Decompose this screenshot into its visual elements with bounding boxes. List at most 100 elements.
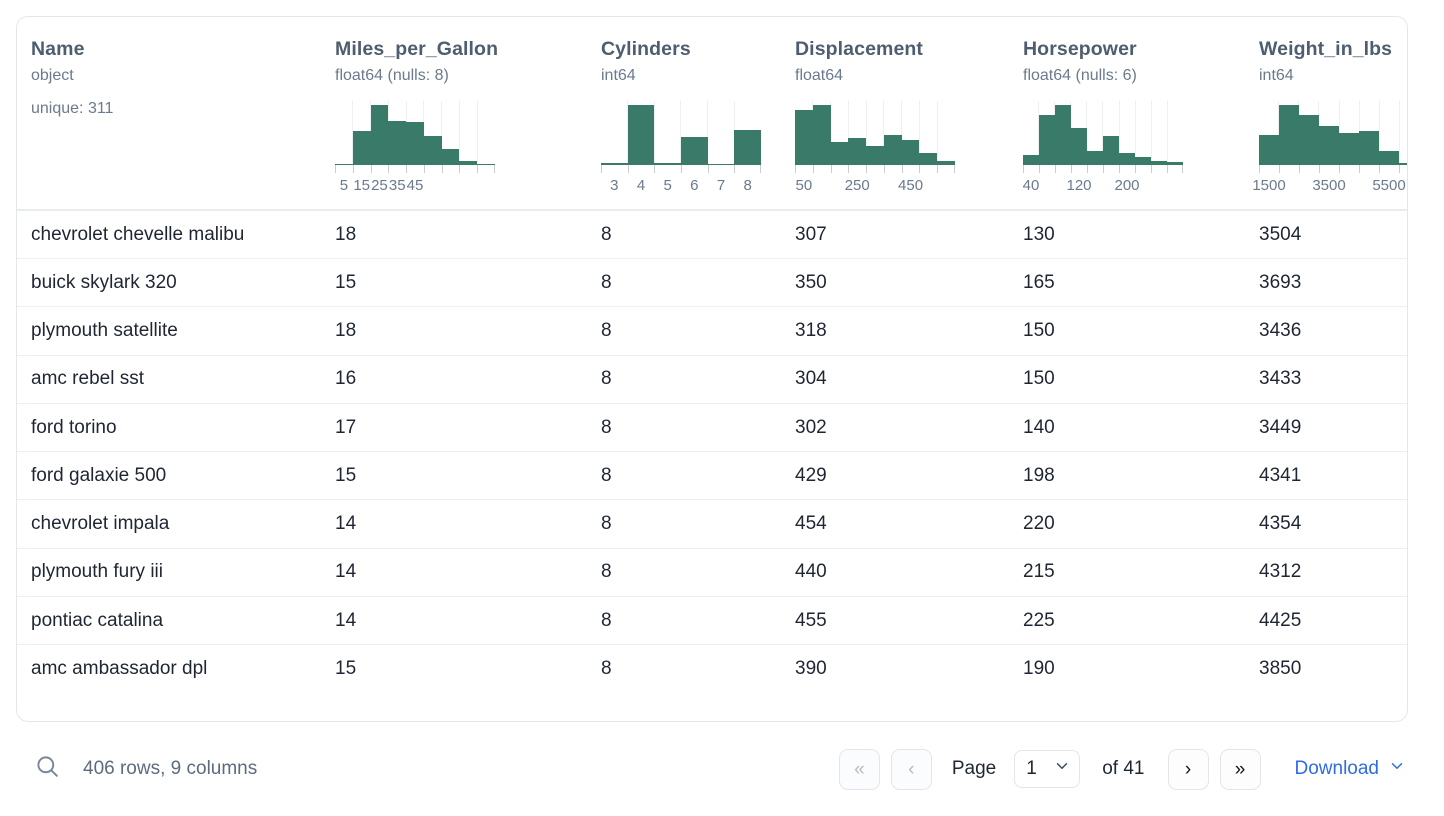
cell-mpg: 14	[321, 596, 587, 646]
cell-weight: 4341	[1245, 451, 1407, 501]
histogram-plot	[601, 101, 762, 175]
histogram-tick-label: 450	[898, 177, 924, 195]
download-menu[interactable]: Download	[1295, 757, 1407, 781]
cell-mpg: 18	[321, 210, 587, 259]
table-row[interactable]: plymouth satellite 18 8 318 150 3436	[17, 306, 1407, 356]
cell-name: amc rebel sst	[17, 355, 321, 404]
cell-displacement: 440	[781, 548, 1009, 598]
column-header-name[interactable]: Name object unique: 311	[17, 17, 321, 212]
histogram-bars	[1023, 101, 1183, 166]
table-scroll-area[interactable]: Name object unique: 311 Miles_per_Gallon flo…	[17, 17, 1407, 721]
histogram-bar	[1167, 162, 1183, 166]
histogram-bar	[601, 163, 628, 166]
cell-mpg: 15	[335, 658, 357, 680]
histogram-tick-label: 4	[636, 177, 646, 195]
header-row: Name object unique: 311 Miles_per_Gallon flo…	[17, 17, 1407, 212]
chevron-down-icon	[1053, 757, 1071, 781]
histogram-plot	[795, 101, 956, 175]
histogram-tick-labels: 40 120 200	[1023, 177, 1183, 197]
histogram-axis	[335, 165, 495, 174]
table-row[interactable]: pontiac catalina 14 8 455 225 4425	[17, 596, 1407, 646]
cell-mpg: 14	[321, 499, 587, 549]
data-table: Name object unique: 311 Miles_per_Gallon flo…	[17, 17, 1407, 693]
column-header-horsepower[interactable]: Horsepower float64 (nulls: 6) 40 120 200	[1009, 17, 1245, 212]
cell-mpg: 14	[321, 548, 587, 598]
histogram-bar	[830, 142, 849, 166]
histogram-bar	[654, 163, 682, 166]
histogram-axis	[1259, 165, 1407, 174]
column-title: Horsepower	[1023, 38, 1137, 60]
histogram-bar	[1259, 135, 1279, 166]
search-icon[interactable]	[34, 753, 61, 785]
page-number-select[interactable]: 1	[1014, 750, 1081, 788]
histogram-bars	[795, 101, 956, 166]
last-page-button[interactable]: »	[1219, 748, 1261, 790]
table-row[interactable]: ford torino 17 8 302 140 3449	[17, 403, 1407, 453]
cell-displacement: 455	[781, 596, 1009, 646]
column-dtype: float64	[795, 67, 844, 85]
histogram-bar	[1135, 157, 1151, 166]
histogram-bar	[370, 105, 389, 166]
column-header-cylinders[interactable]: Cylinders int64 3 4 5 6 7 8	[587, 17, 781, 212]
cell-displacement: 304	[781, 355, 1009, 404]
prev-page-button[interactable]: ‹	[890, 748, 932, 790]
column-dtype: int64	[601, 67, 636, 85]
column-header-displacement[interactable]: Displacement float64 50 250 450	[781, 17, 1009, 212]
histogram-bar	[1023, 155, 1039, 166]
cell-weight: 3693	[1245, 258, 1407, 308]
histogram-bar	[734, 130, 762, 166]
histogram-bar	[352, 131, 371, 166]
histogram-tick-labels: 1500 3500 5500	[1252, 177, 1407, 197]
column-header-weight[interactable]: Weight_in_lbs int64 1500 3500 5500	[1245, 17, 1407, 212]
cell-cylinders: 8	[601, 658, 612, 680]
histogram-bar	[866, 146, 884, 166]
cell-cylinders: 8	[587, 451, 781, 501]
cell-name: pontiac catalina	[17, 596, 321, 646]
histogram-tick-labels: 5 15 25 35 45	[335, 177, 495, 197]
cell-weight: 3433	[1245, 355, 1407, 404]
table-row[interactable]: amc rebel sst 16 8 304 150 3433	[17, 355, 1407, 404]
cell-horsepower: 220	[1009, 499, 1245, 549]
table-row[interactable]: buick skylark 320 15 8 350 165 3693	[17, 258, 1407, 308]
cell-horsepower: 225	[1009, 596, 1245, 646]
page-number-value: 1	[1026, 758, 1037, 779]
first-page-button[interactable]: «	[838, 748, 880, 790]
histogram-tick-label: 8	[743, 177, 752, 195]
chevron-down-icon	[1388, 757, 1406, 781]
table-row[interactable]: chevrolet chevelle malibu 18 8 307 130 3504	[17, 210, 1407, 259]
table-row[interactable]: amc ambassador dpl 15 8 390 190 3850	[17, 645, 1407, 693]
column-unique-count: unique: 311	[31, 100, 114, 118]
histogram-tick-label: 50	[795, 177, 813, 195]
column-title: Cylinders	[601, 38, 691, 60]
cell-horsepower: 198	[1009, 451, 1245, 501]
cell-horsepower: 165	[1009, 258, 1245, 308]
cell-cylinders: 8	[587, 306, 781, 356]
histogram-tick-label: 45	[406, 177, 424, 195]
cell-displacement: 302	[781, 403, 1009, 453]
cell-mpg: 16	[321, 355, 587, 404]
histogram-tick-label: 5	[663, 177, 672, 195]
table-row[interactable]: plymouth fury iii 14 8 440 215 4312	[17, 548, 1407, 598]
cell-name: ford torino	[17, 403, 321, 453]
histogram-plot	[1259, 101, 1407, 175]
cell-cylinders: 8	[587, 548, 781, 598]
histogram-bars	[1259, 101, 1407, 166]
column-dtype: float64 (nulls: 8)	[335, 67, 449, 85]
column-histogram-weight: 1500 3500 5500	[1252, 101, 1407, 197]
table-row[interactable]: chevrolet impala 14 8 454 220 4354	[17, 499, 1407, 549]
cell-name: chevrolet impala	[17, 499, 321, 549]
histogram-bar	[1359, 131, 1379, 166]
histogram-bar	[406, 122, 424, 166]
cell-weight: 3504	[1245, 210, 1407, 259]
histogram-tick-label: 7	[716, 177, 726, 195]
cell-name: plymouth fury iii	[17, 548, 321, 598]
histogram-tick-labels: 50 250 450	[795, 177, 955, 197]
page-label: Page	[951, 758, 997, 779]
footer-left: 406 rows, 9 columns	[16, 753, 257, 785]
table-row[interactable]: ford galaxie 500 15 8 429 198 4341	[17, 451, 1407, 501]
histogram-bar	[681, 137, 708, 166]
histogram-bar	[795, 110, 813, 166]
column-header-mpg[interactable]: Miles_per_Gallon float64 (nulls: 8) 5 15 25 3…	[321, 17, 587, 212]
next-page-button[interactable]: ›	[1167, 748, 1209, 790]
